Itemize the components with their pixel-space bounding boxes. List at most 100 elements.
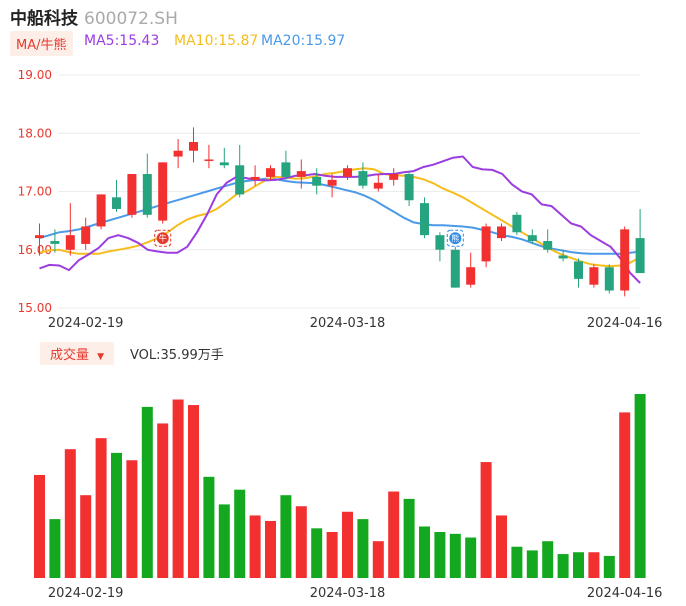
volume-bar (619, 412, 631, 578)
ma10-legend: MA10:15.87 (174, 33, 259, 49)
volume-x-tick-label: 2024-02-19 (48, 586, 124, 601)
bull-signal-icon (156, 232, 169, 245)
volume-bar (326, 532, 338, 578)
candle-body (543, 241, 553, 250)
volume-selector-tag[interactable]: 成交量 ▼ (40, 342, 115, 365)
candle-body (219, 162, 229, 166)
bear-signal-icon (449, 232, 462, 245)
candle-body (296, 171, 306, 177)
candle-body (450, 249, 460, 288)
candle-body (358, 171, 368, 186)
candle-body (204, 159, 214, 161)
x-tick-label: 2024-02-19 (48, 316, 124, 331)
volume-bar (265, 520, 276, 578)
volume-bar (434, 532, 446, 578)
volume-x-tick-label: 2024-04-16 (587, 586, 663, 601)
candle-body (158, 162, 168, 221)
signal-frame (154, 229, 172, 247)
candle-body (235, 165, 245, 195)
volume-bar (557, 554, 569, 578)
volume-bar (218, 504, 230, 578)
volume-bar (372, 541, 384, 578)
candle-body (574, 261, 583, 279)
volume-bar (480, 462, 492, 578)
candle-body (373, 182, 383, 189)
candle-body (96, 194, 106, 227)
volume-bar (542, 541, 554, 578)
volume-bar (526, 550, 538, 578)
volume-bar (203, 476, 215, 578)
x-tick-label: 2024-04-16 (587, 316, 663, 331)
candle-body (142, 174, 152, 215)
candle-body (466, 267, 476, 285)
candle-body (173, 150, 183, 157)
volume-bar (157, 423, 169, 578)
volume-bar (496, 515, 507, 578)
volume-bar (357, 519, 369, 578)
volume-value: VOL:35.99万手 (130, 348, 224, 363)
stock-title: 中船科技 600072.SH (10, 4, 178, 29)
volume-bar (465, 537, 477, 578)
candle-body (112, 197, 121, 209)
y-tick-label: 18.00 (18, 126, 52, 140)
signal-label: 熊 (451, 233, 459, 243)
volume-bar (511, 546, 523, 578)
candle-body (527, 235, 537, 242)
x-tick-label: 2024-03-18 (310, 316, 386, 331)
candle-body (281, 162, 291, 177)
volume-bar (388, 491, 400, 578)
volume-bar (634, 394, 646, 578)
volume-bar (573, 552, 584, 578)
ma20-legend: MA20:15.97 (261, 33, 346, 49)
candle-body (81, 226, 91, 244)
candle-body (389, 174, 399, 180)
volume-bar (449, 533, 461, 578)
candle-body (404, 174, 414, 201)
candle-body (512, 214, 522, 233)
signal-label: 牛 (159, 233, 167, 243)
volume-bar (126, 460, 138, 578)
stock-code: 600072.SH (84, 9, 178, 29)
candle-body (635, 238, 645, 274)
volume-bar (249, 515, 261, 578)
candle-body (481, 226, 491, 262)
stock-name: 中船科技 (10, 9, 78, 29)
dropdown-arrow-icon: ▼ (97, 352, 105, 362)
candle-body (312, 176, 322, 186)
candle-body (497, 226, 506, 239)
candle-body (589, 267, 599, 285)
signal-frame (446, 229, 464, 247)
volume-bar (188, 405, 199, 578)
candle-body (558, 255, 568, 259)
volume-bar (111, 452, 122, 578)
volume-tag-label: 成交量 (50, 348, 90, 363)
candle-body (435, 235, 445, 250)
ma-selector-tag[interactable]: MA/牛熊 (10, 31, 73, 56)
volume-bar (419, 526, 430, 578)
volume-bar (603, 555, 615, 578)
volume-bar (34, 474, 45, 578)
candle-body (189, 141, 198, 151)
candle-body (250, 176, 260, 180)
candle-body (65, 235, 75, 250)
volume-bar (588, 552, 600, 578)
y-tick-label: 19.00 (18, 68, 52, 82)
volume-bar (342, 511, 353, 578)
ma5-line (39, 155, 641, 284)
y-tick-label: 15.00 (18, 301, 52, 315)
candle-body (604, 267, 614, 291)
volume-bar (172, 399, 184, 578)
volume-bar (141, 406, 153, 578)
ma20-line (39, 177, 641, 255)
candle-body (266, 168, 275, 177)
volume-bar (64, 449, 76, 578)
volume-bar (49, 519, 61, 578)
y-tick-label: 17.00 (18, 185, 52, 199)
candle-body (420, 203, 429, 236)
candle-body (35, 235, 44, 239)
volume-x-tick-label: 2024-03-18 (310, 586, 386, 601)
volume-bar (95, 438, 107, 578)
volume-bar (80, 495, 92, 578)
ma5-legend: MA5:15.43 (84, 33, 160, 49)
